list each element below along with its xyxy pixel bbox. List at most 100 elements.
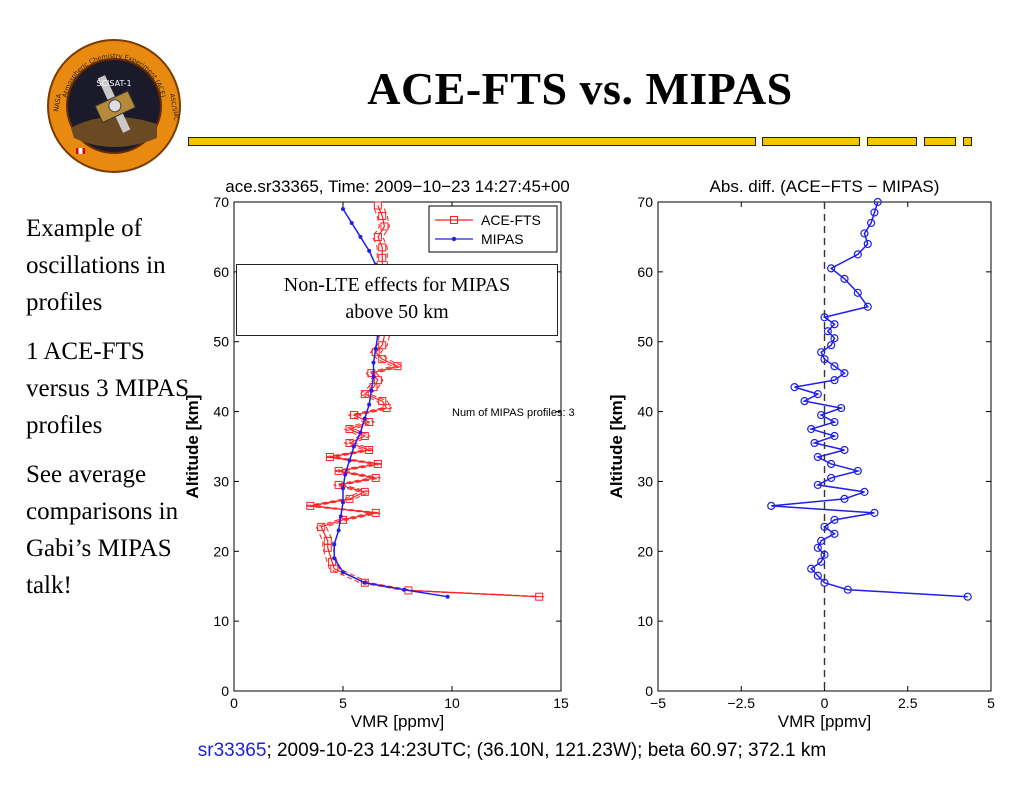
difference-point (837, 403, 846, 413)
ace-fts-point (369, 383, 378, 392)
ace-fts-point (360, 487, 369, 496)
y-tick-label: 30 (213, 473, 229, 489)
mipas-point (371, 374, 376, 379)
difference-point (813, 452, 822, 462)
x-tick-label: 10 (444, 695, 460, 711)
y-tick-label: 40 (637, 404, 653, 420)
ace-fts-point (360, 432, 369, 441)
y-tick-label: 20 (213, 543, 229, 559)
ace-fts-point (373, 232, 382, 241)
difference-point (963, 592, 972, 601)
difference-point (823, 327, 832, 336)
mipas-point (373, 346, 378, 351)
difference-point (860, 229, 869, 238)
difference-point (817, 536, 826, 545)
difference-point (853, 288, 862, 297)
difference-line (771, 201, 968, 598)
x-axis-label: VMR [ppmv] (778, 712, 872, 731)
difference-point (840, 369, 849, 378)
ace-fts-point (317, 522, 326, 531)
svg-text:SCISAT-1: SCISAT-1 (96, 79, 131, 88)
mipas-point (445, 594, 450, 599)
difference-point (807, 564, 816, 573)
title-bar-segment-2 (762, 137, 860, 146)
difference-point (873, 197, 882, 207)
mipas-point (336, 528, 341, 533)
legend-marker (450, 216, 458, 224)
difference-point (817, 410, 826, 420)
mipas-point (332, 542, 337, 547)
mipas-profile-count: Num of MIPAS profiles: 3 (452, 407, 575, 419)
x-tick-label: 15 (553, 695, 569, 711)
x-tick-label: −5 (650, 695, 666, 711)
ace-fts-point (334, 480, 343, 489)
ace-fts-point (378, 355, 387, 364)
difference-point (830, 334, 839, 343)
difference-point (813, 390, 822, 399)
y-tick-label: 0 (645, 683, 653, 699)
mipas-point (351, 444, 356, 449)
difference-point (840, 494, 849, 503)
x-tick-label: −2.5 (727, 695, 755, 711)
difference-point (807, 424, 816, 434)
mipas-point (341, 486, 345, 491)
difference-point (870, 208, 879, 217)
mipas-point (362, 416, 367, 421)
ace-fts-point (360, 390, 369, 399)
y-tick-label: 70 (213, 194, 229, 210)
ace-fts-point (378, 211, 387, 220)
non-lte-annotation: Non-LTE effects for MIPAS above 50 km (236, 264, 558, 336)
mipas-point (341, 500, 345, 505)
ace-scisat-logo: SCISAT-1 Atmospheric Chemistry Experimen… (47, 39, 181, 173)
footer-occultation-link[interactable]: sr33365 (197, 740, 267, 761)
title-bar-segment-3 (867, 137, 917, 146)
chart-title: ace.sr33365, Time: 2009−10−23 14:27:45+0… (225, 177, 570, 196)
difference-point (830, 362, 839, 371)
ace-fts-point (371, 508, 380, 517)
mipas-point (367, 248, 372, 253)
difference-point (870, 508, 879, 517)
legend-box (428, 205, 558, 253)
difference-point (813, 480, 822, 490)
ace-fts-point (339, 515, 347, 524)
difference-point (817, 557, 826, 566)
legend-marker (451, 236, 457, 242)
side-text-item: 1 ACE-FTS versus 3 MIPAS profiles (26, 338, 190, 439)
ace-fts-point (373, 376, 382, 385)
difference-point (813, 543, 822, 552)
legend-label: ACE-FTS (481, 212, 541, 228)
ace-fts-point (535, 592, 544, 601)
ace-fts-point (378, 397, 387, 406)
difference-point (860, 487, 869, 497)
y-tick-label: 10 (213, 613, 229, 629)
mipas-point (338, 514, 343, 519)
ace-fts-point (345, 494, 354, 503)
x-tick-label: 0 (821, 695, 829, 711)
ace-fts-point (371, 473, 380, 482)
mipas-point (349, 220, 354, 225)
difference-point (767, 501, 776, 510)
y-tick-label: 10 (637, 613, 653, 629)
difference-point (810, 438, 819, 448)
ace-fts-point (323, 536, 332, 545)
mipas-point (362, 580, 367, 585)
y-axis-label: Altitude [km] (607, 395, 626, 499)
difference-point (827, 264, 836, 273)
ace-fts-point (345, 425, 354, 434)
difference-point (820, 355, 829, 364)
mipas-point (369, 388, 374, 393)
mipas-point (341, 206, 345, 211)
y-tick-label: 50 (637, 334, 653, 350)
ace-fts-point (378, 341, 387, 350)
difference-point (820, 550, 829, 559)
side-text-item: Example of oscillations in profiles (26, 215, 166, 316)
side-text-item: See average comparisons in Gabi’s MIPAS … (26, 461, 179, 599)
difference-point (817, 348, 826, 357)
difference-point (827, 473, 836, 483)
x-tick-label: 5 (339, 695, 347, 711)
difference-point (830, 417, 839, 427)
difference-point (820, 578, 829, 587)
y-tick-label: 20 (637, 543, 653, 559)
difference-point (790, 383, 799, 392)
